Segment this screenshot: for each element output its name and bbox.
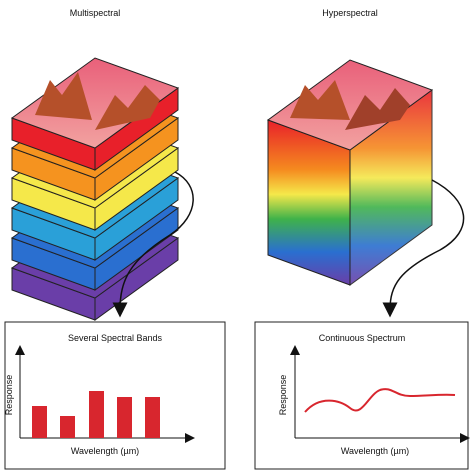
arrow <box>382 179 465 318</box>
panel-title: Several Spectral Bands <box>68 333 163 343</box>
y-label: Response <box>278 375 288 416</box>
hyperspectral-block <box>266 59 434 286</box>
y-label: Response <box>4 375 14 416</box>
panel <box>4 321 226 470</box>
bars <box>32 391 160 438</box>
x-label: Wavelength (µm) <box>341 446 409 456</box>
right-title: Hyperspectral <box>322 8 378 18</box>
arrow <box>112 171 194 318</box>
panel-title: Continuous Spectrum <box>319 333 406 343</box>
x-label: Wavelength (µm) <box>71 446 139 456</box>
left-title: Multispectral <box>70 8 121 18</box>
layer-face <box>10 57 180 149</box>
landscape <box>35 72 160 130</box>
multispectral-stack <box>10 57 180 321</box>
spectrum-curve <box>304 388 456 413</box>
